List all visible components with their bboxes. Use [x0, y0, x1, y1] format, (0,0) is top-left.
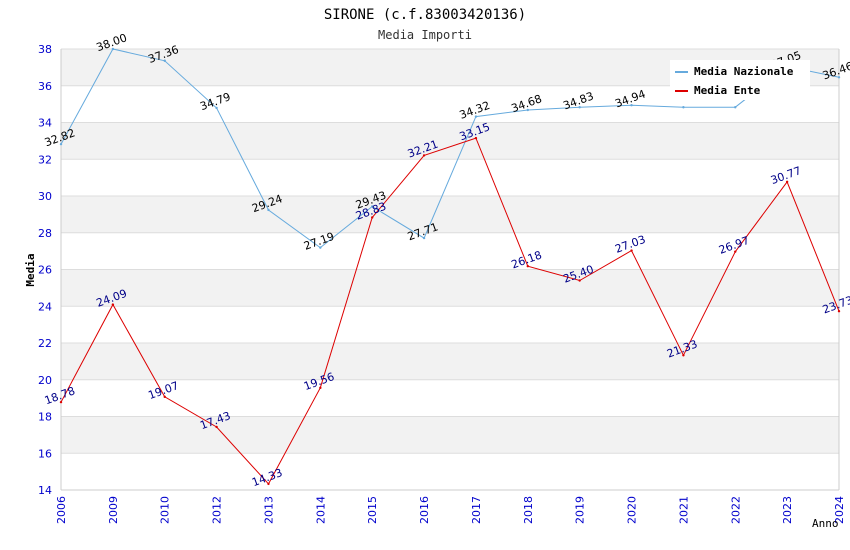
- legend-box: [670, 60, 810, 100]
- data-point: [630, 249, 633, 252]
- series-line-media-ente: [60, 137, 840, 485]
- y-tick-label: 20: [38, 374, 52, 387]
- y-tick-label: 26: [38, 264, 52, 277]
- band: [61, 343, 839, 380]
- band: [61, 269, 839, 307]
- band: [61, 416, 839, 454]
- data-label: 34.79: [198, 90, 232, 113]
- x-tick-label: 2024: [833, 496, 846, 524]
- legend-label-ente: Media Ente: [694, 84, 761, 97]
- legend-label-nazionale: Media Nazionale: [694, 65, 794, 78]
- x-axis-label: Anno: [812, 517, 839, 530]
- data-point: [371, 216, 374, 219]
- data-label: 19.07: [147, 379, 181, 402]
- y-tick-label: 22: [38, 337, 52, 350]
- data-point: [837, 76, 841, 79]
- band: [61, 122, 839, 160]
- data-point: [59, 142, 63, 146]
- x-tick-label: 2023: [781, 496, 794, 524]
- data-point: [734, 250, 737, 253]
- x-tick-label: 2020: [626, 496, 639, 524]
- data-label: 27.19: [302, 230, 336, 253]
- legend: Media Nazionale Media Ente: [670, 60, 810, 100]
- y-tick-label: 18: [38, 411, 52, 424]
- data-point: [267, 208, 270, 212]
- data-label: 26.18: [510, 248, 544, 271]
- data-point: [526, 264, 529, 268]
- data-point: [578, 279, 581, 282]
- x-tick-label: 2012: [211, 496, 224, 524]
- x-tick-label: 2014: [314, 496, 327, 524]
- chart-title: SIRONE (c.f.83003420136): [324, 7, 526, 23]
- data-label: 34.83: [561, 89, 595, 112]
- x-axis-ticks: 2006 2009 2010 2012 2013 2014 2015 2016 2017 2018…: [55, 496, 846, 524]
- y-tick-label: 24: [38, 300, 52, 313]
- data-point: [59, 400, 63, 404]
- data-point: [163, 59, 166, 62]
- x-tick-label: 2016: [418, 496, 431, 524]
- data-point: [578, 106, 581, 109]
- data-label: 18.78: [43, 384, 77, 407]
- data-point: [319, 246, 322, 249]
- x-tick-label: 2021: [677, 496, 690, 524]
- x-tick-label: 2015: [366, 496, 379, 524]
- data-label: 34.94: [613, 87, 647, 110]
- data-point: [422, 236, 426, 240]
- x-tick-label: 2018: [522, 496, 535, 524]
- data-point: [215, 425, 218, 429]
- y-tick-label: 36: [38, 80, 52, 93]
- data-point: [682, 106, 685, 109]
- chart-subtitle: Media Importi: [378, 28, 472, 42]
- data-point: [163, 395, 166, 399]
- x-tick-label: 2013: [262, 496, 275, 524]
- gridlines: [60, 48, 840, 491]
- data-label: 27.03: [613, 233, 647, 256]
- data-point: [526, 108, 529, 112]
- data-point: [111, 47, 115, 51]
- y-axis-ticks: 14 16 18 20 22 24 26 28 30 32 34 36 38: [38, 43, 52, 497]
- data-point: [682, 354, 685, 357]
- y-tick-label: 30: [38, 190, 52, 203]
- x-tick-label: 2019: [574, 496, 587, 524]
- y-tick-label: 32: [38, 153, 52, 166]
- x-tick-label: 2009: [107, 496, 120, 524]
- y-tick-label: 38: [38, 43, 52, 56]
- y-axis-label: Media: [24, 253, 37, 286]
- data-point: [319, 386, 322, 390]
- y-tick-label: 28: [38, 227, 52, 240]
- data-point: [371, 205, 374, 208]
- y-tick-label: 16: [38, 447, 52, 460]
- data-point: [422, 154, 426, 157]
- data-point: [837, 310, 841, 313]
- series-line-media-nazionale: [60, 48, 840, 249]
- x-tick-label: 2017: [470, 496, 483, 524]
- data-point: [215, 106, 218, 110]
- x-tick-label: 2010: [159, 496, 172, 524]
- data-label: 34.68: [510, 92, 544, 115]
- x-tick-label: 2022: [729, 496, 742, 524]
- data-point: [474, 136, 478, 140]
- data-point: [630, 104, 633, 107]
- data-point: [111, 303, 115, 306]
- band: [61, 196, 839, 233]
- data-point: [267, 482, 270, 486]
- data-point: [474, 115, 478, 118]
- y-tick-label: 14: [38, 484, 52, 497]
- data-point: [734, 106, 737, 109]
- data-point: [785, 180, 789, 184]
- y-tick-label: 34: [38, 117, 52, 130]
- x-tick-label: 2006: [55, 496, 68, 524]
